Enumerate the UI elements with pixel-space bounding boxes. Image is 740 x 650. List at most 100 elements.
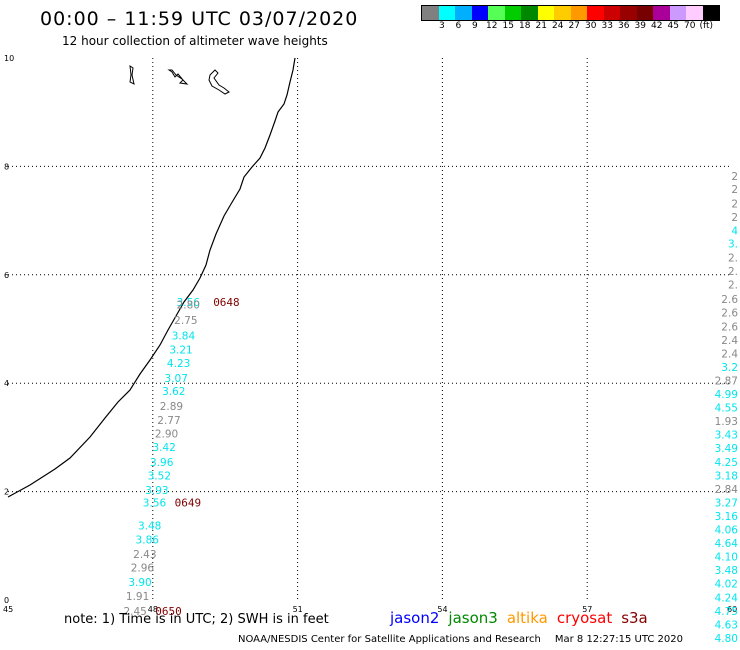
wave-height-label-east: 2.6 bbox=[721, 308, 738, 320]
colorbar-swatch bbox=[537, 6, 554, 20]
wave-height-label-east: 4.64 bbox=[715, 538, 739, 550]
wave-height-label: 3.52 bbox=[148, 470, 171, 482]
credit-line: NOAA/NESDIS Center for Satellite Applica… bbox=[238, 634, 683, 645]
island-outline bbox=[167, 69, 189, 85]
wave-height-label: 3.56 bbox=[177, 297, 201, 309]
island-outline bbox=[129, 64, 135, 85]
wave-height-label-east: 2. bbox=[728, 252, 738, 264]
credit-date: Mar 8 12:27:15 UTC 2020 bbox=[554, 634, 683, 645]
wave-height-label-east: 2. bbox=[728, 266, 738, 278]
colorbar-label: 39 bbox=[634, 21, 646, 31]
satellite-legend-item: s3a bbox=[621, 609, 648, 627]
wave-height-label-east: 2 bbox=[731, 171, 738, 183]
wave-height-label: 2.80 bbox=[177, 300, 200, 312]
colorbar-swatch bbox=[471, 6, 488, 20]
time-label: 0648 bbox=[213, 296, 240, 309]
credit-text: NOAA/NESDIS Center for Satellite Applica… bbox=[238, 634, 541, 645]
wave-height-label-east: 3.49 bbox=[715, 443, 738, 455]
wave-height-label: 2.45 bbox=[123, 606, 146, 618]
wave-height-label-east: 2.4 bbox=[721, 348, 738, 360]
colorbar-label: 27 bbox=[568, 21, 580, 31]
wave-height-label: 1.91 bbox=[126, 591, 149, 603]
colorbar-label: 33 bbox=[601, 21, 613, 31]
wave-height-label-east: 1.93 bbox=[715, 416, 738, 428]
lat-tick-label: 10 bbox=[4, 54, 14, 63]
colorbar-swatch bbox=[702, 6, 719, 20]
colorbar-label: 36 bbox=[618, 21, 630, 31]
wave-height-label-east: 4.99 bbox=[715, 389, 738, 401]
wave-height-label-east: 2.84 bbox=[715, 484, 739, 496]
wave-height-label-east: 4.24 bbox=[715, 592, 739, 604]
colorbar-swatch bbox=[603, 6, 620, 20]
wave-height-colorbar bbox=[421, 5, 720, 21]
colorbar-swatch bbox=[669, 6, 686, 20]
wave-height-label: 2.90 bbox=[155, 429, 178, 441]
colorbar-swatch bbox=[521, 6, 538, 20]
island-outline bbox=[208, 69, 230, 95]
wave-height-label: 2.43 bbox=[133, 549, 156, 561]
wave-height-label-east: 3. bbox=[728, 238, 738, 250]
lon-tick-label: 54 bbox=[437, 605, 447, 614]
lat-tick-label: 2 bbox=[4, 488, 9, 497]
time-label: 0649 bbox=[175, 496, 202, 509]
colorbar-label: 15 bbox=[502, 21, 514, 31]
wave-height-label-east: 3.27 bbox=[715, 497, 738, 509]
colorbar-swatch bbox=[438, 6, 455, 20]
colorbar-swatch bbox=[653, 6, 670, 20]
wave-height-label-east: 4 bbox=[731, 225, 738, 237]
wave-height-label: 3.21 bbox=[169, 345, 192, 357]
satellite-legend-item: jason2 bbox=[390, 609, 440, 627]
colorbar-label: 42 bbox=[651, 21, 663, 31]
wave-height-label-east: 2.87 bbox=[715, 375, 738, 387]
wave-height-label: 3.93 bbox=[145, 485, 168, 497]
colorbar-swatch bbox=[455, 6, 472, 20]
colorbar-swatch bbox=[686, 6, 703, 20]
page-subtitle: 12 hour collection of altimeter wave hei… bbox=[62, 34, 328, 48]
lat-tick-label: 0 bbox=[4, 596, 9, 605]
lon-tick-label: 48 bbox=[148, 605, 158, 614]
satellite-legend: jason2 jason3 altika cryosat s3a bbox=[390, 609, 648, 627]
colorbar-swatch bbox=[587, 6, 604, 20]
colorbar-swatch bbox=[636, 6, 653, 20]
colorbar-swatch bbox=[422, 6, 439, 20]
colorbar-swatch bbox=[620, 6, 637, 20]
wave-height-label: 2.75 bbox=[174, 315, 197, 327]
wave-height-label: 3.42 bbox=[152, 442, 175, 454]
wave-height-label: 3.86 bbox=[136, 534, 160, 546]
colorbar-label: 18 bbox=[519, 21, 531, 31]
wave-height-label-east: 2.4 bbox=[721, 335, 738, 347]
wave-height-label: 2.89 bbox=[160, 401, 183, 413]
colorbar-swatch bbox=[554, 6, 571, 20]
satellite-legend-item: altika bbox=[506, 609, 548, 627]
colorbar-label: 12 bbox=[486, 21, 498, 31]
colorbar-label: 21 bbox=[535, 21, 547, 31]
wave-height-label-east: 3.16 bbox=[715, 511, 739, 523]
wave-height-label: 3.84 bbox=[172, 331, 196, 343]
lon-tick-label: 51 bbox=[293, 605, 303, 614]
wave-height-label-east: 2.6 bbox=[721, 321, 738, 333]
satellite-legend-item: jason3 bbox=[448, 609, 498, 627]
wave-height-label: 3.07 bbox=[165, 373, 188, 385]
colorbar-swatch bbox=[488, 6, 505, 20]
colorbar-label: 3 bbox=[439, 21, 445, 31]
wave-height-label: 3.56 bbox=[143, 497, 167, 509]
wave-height-label-east: 2 bbox=[731, 198, 738, 210]
wave-height-label-east: 2 bbox=[731, 212, 738, 224]
lat-tick-label: 8 bbox=[4, 162, 9, 171]
time-label: 0650 bbox=[155, 605, 182, 618]
lat-tick-label: 6 bbox=[4, 271, 9, 280]
satellite-legend-item: cryosat bbox=[556, 609, 613, 627]
colorbar-label: 24 bbox=[552, 21, 564, 31]
wave-height-label-east: 2 bbox=[731, 184, 738, 196]
wave-height-label-east: 4.25 bbox=[715, 457, 738, 469]
coastline bbox=[7, 57, 296, 498]
colorbar-swatch bbox=[570, 6, 587, 20]
page-title: 00:00 – 11:59 UTC 03/07/2020 bbox=[40, 8, 359, 30]
wave-height-label-east: 4.10 bbox=[715, 552, 738, 564]
wave-height-label-east: 2. bbox=[728, 280, 738, 292]
wave-height-label-east: 4.02 bbox=[715, 579, 738, 591]
colorbar-label: 45 bbox=[667, 21, 679, 31]
lon-tick-label: 45 bbox=[3, 605, 13, 614]
colorbar-label: 6 bbox=[455, 21, 462, 31]
